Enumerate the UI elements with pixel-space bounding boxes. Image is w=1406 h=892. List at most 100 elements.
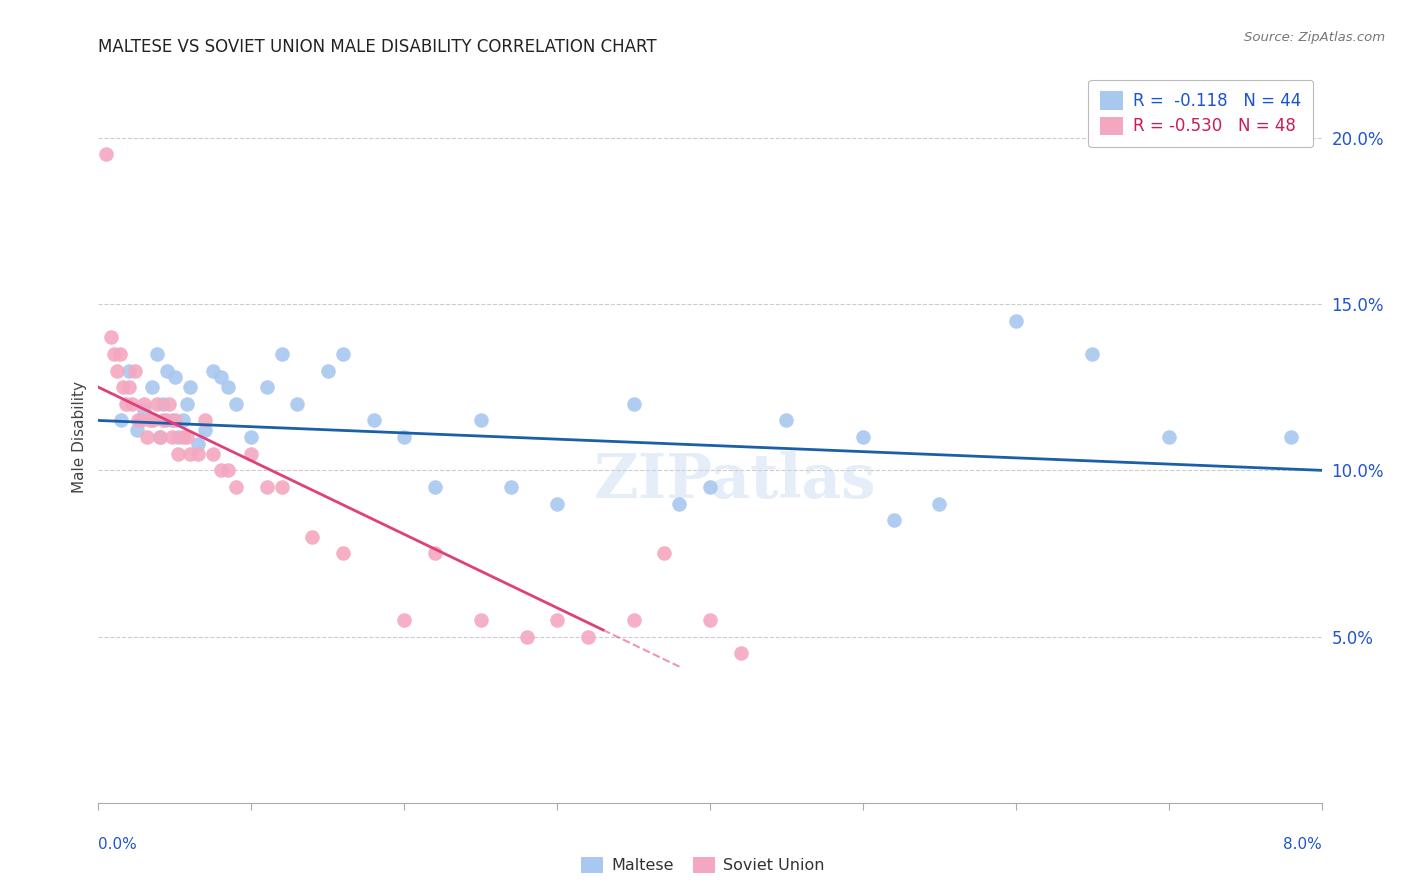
Point — [301, 530, 323, 544]
Point — [217, 380, 239, 394]
Point — [103, 347, 125, 361]
Point — [392, 430, 416, 444]
Point — [515, 630, 537, 644]
Point — [139, 413, 162, 427]
Point — [118, 363, 141, 377]
Point — [179, 380, 201, 394]
Point — [209, 463, 232, 477]
Point — [176, 430, 198, 444]
Point — [775, 413, 797, 427]
Point — [285, 397, 308, 411]
Legend: R =  -0.118   N = 44, R = -0.530   N = 48: R = -0.118 N = 44, R = -0.530 N = 48 — [1088, 79, 1313, 147]
Text: ZIPatlas: ZIPatlas — [593, 451, 876, 511]
Point — [225, 480, 247, 494]
Point — [125, 424, 148, 438]
Point — [121, 397, 143, 411]
Point — [149, 430, 172, 444]
Point — [167, 447, 190, 461]
Point — [163, 413, 186, 427]
Point — [145, 397, 167, 411]
Point — [152, 413, 174, 427]
Y-axis label: Male Disability: Male Disability — [72, 381, 87, 493]
Point — [332, 347, 354, 361]
Point — [105, 363, 128, 377]
Text: Source: ZipAtlas.com: Source: ZipAtlas.com — [1244, 31, 1385, 45]
Point — [423, 480, 446, 494]
Point — [155, 413, 177, 427]
Point — [194, 413, 217, 427]
Point — [546, 613, 568, 627]
Point — [1279, 430, 1302, 444]
Point — [217, 463, 239, 477]
Point — [142, 413, 165, 427]
Point — [156, 363, 179, 377]
Point — [149, 430, 172, 444]
Point — [134, 397, 156, 411]
Point — [176, 397, 198, 411]
Point — [1004, 314, 1026, 328]
Point — [240, 447, 263, 461]
Point — [1081, 347, 1104, 361]
Text: 8.0%: 8.0% — [1282, 837, 1322, 852]
Point — [332, 546, 354, 560]
Point — [172, 430, 194, 444]
Point — [392, 613, 416, 627]
Point — [699, 613, 721, 627]
Point — [202, 363, 225, 377]
Point — [576, 630, 599, 644]
Point — [118, 380, 141, 394]
Point — [316, 363, 339, 377]
Point — [167, 430, 190, 444]
Point — [134, 403, 156, 417]
Point — [157, 397, 180, 411]
Point — [623, 613, 645, 627]
Point — [187, 447, 209, 461]
Point — [270, 480, 294, 494]
Point — [160, 430, 183, 444]
Point — [152, 397, 174, 411]
Point — [256, 380, 278, 394]
Point — [470, 413, 492, 427]
Point — [652, 546, 675, 560]
Point — [668, 497, 690, 511]
Point — [127, 413, 149, 427]
Point — [928, 497, 950, 511]
Point — [94, 147, 117, 161]
Point — [256, 480, 278, 494]
Point — [160, 413, 183, 427]
Point — [187, 436, 209, 450]
Point — [852, 430, 875, 444]
Point — [470, 613, 492, 627]
Point — [423, 546, 446, 560]
Point — [124, 363, 146, 377]
Point — [100, 330, 122, 344]
Point — [111, 380, 134, 394]
Point — [501, 480, 523, 494]
Point — [179, 447, 201, 461]
Point — [145, 347, 167, 361]
Point — [209, 370, 232, 384]
Point — [883, 513, 905, 527]
Point — [136, 430, 159, 444]
Point — [194, 424, 217, 438]
Legend: Maltese, Soviet Union: Maltese, Soviet Union — [575, 850, 831, 880]
Point — [225, 397, 247, 411]
Point — [129, 413, 152, 427]
Point — [270, 347, 294, 361]
Point — [115, 397, 138, 411]
Point — [699, 480, 721, 494]
Point — [172, 413, 194, 427]
Point — [108, 347, 131, 361]
Point — [110, 413, 132, 427]
Point — [623, 397, 645, 411]
Point — [546, 497, 568, 511]
Point — [163, 370, 186, 384]
Point — [363, 413, 385, 427]
Point — [1157, 430, 1180, 444]
Point — [240, 430, 263, 444]
Point — [202, 447, 225, 461]
Text: MALTESE VS SOVIET UNION MALE DISABILITY CORRELATION CHART: MALTESE VS SOVIET UNION MALE DISABILITY … — [98, 38, 657, 56]
Point — [730, 646, 752, 660]
Text: 0.0%: 0.0% — [98, 837, 138, 852]
Point — [141, 380, 163, 394]
